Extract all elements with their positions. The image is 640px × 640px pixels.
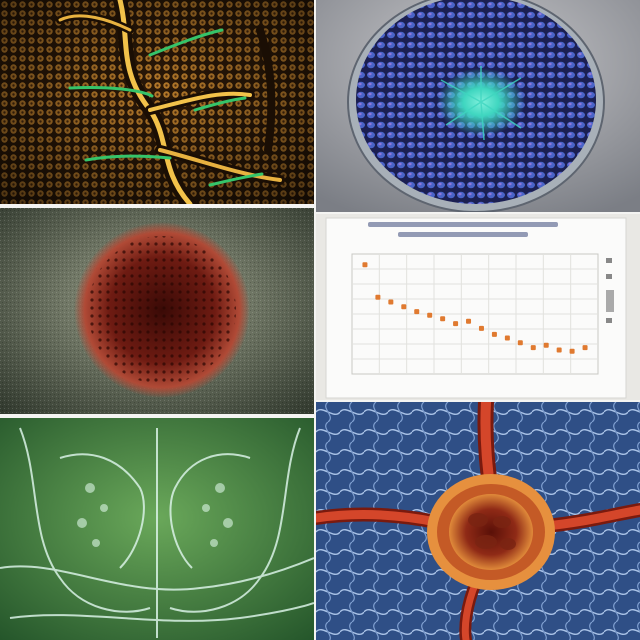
data-point [401, 304, 407, 310]
chart-title-scribble [368, 222, 558, 237]
chart-legend [606, 258, 614, 323]
data-point [556, 347, 562, 353]
petri-dish-image [316, 0, 640, 212]
glass-nodules [77, 483, 233, 547]
cells-panel [0, 0, 314, 204]
data-point [530, 345, 536, 351]
data-point [440, 316, 446, 322]
data-point [504, 335, 510, 341]
chart-panel [316, 214, 640, 400]
sphere-image [0, 208, 314, 414]
data-point [543, 342, 549, 348]
center-rays [440, 66, 522, 141]
scatter-chart [325, 217, 627, 399]
organ-core [449, 494, 533, 570]
data-point [491, 331, 497, 337]
blood-vessels [316, 402, 640, 640]
cells-image [0, 0, 314, 204]
data-point [414, 309, 420, 315]
petri-dish-panel [316, 0, 640, 212]
data-point [569, 348, 575, 354]
anatomy-image [0, 418, 314, 640]
chart-points [362, 262, 588, 354]
glass-structures [0, 427, 314, 638]
chart-grid [351, 253, 599, 375]
data-point [427, 312, 433, 318]
data-point [466, 318, 472, 324]
vein-network [56, 0, 285, 204]
data-point [453, 321, 459, 327]
green-fibers [68, 28, 264, 187]
data-point [388, 299, 394, 305]
data-point [362, 262, 368, 268]
data-point [375, 294, 381, 300]
data-point [582, 345, 588, 351]
anatomy-panel [0, 418, 314, 640]
data-point [478, 325, 484, 331]
organ-image [316, 402, 640, 640]
data-point [517, 340, 523, 346]
sphere-panel [0, 208, 314, 414]
organ-panel [316, 402, 640, 640]
